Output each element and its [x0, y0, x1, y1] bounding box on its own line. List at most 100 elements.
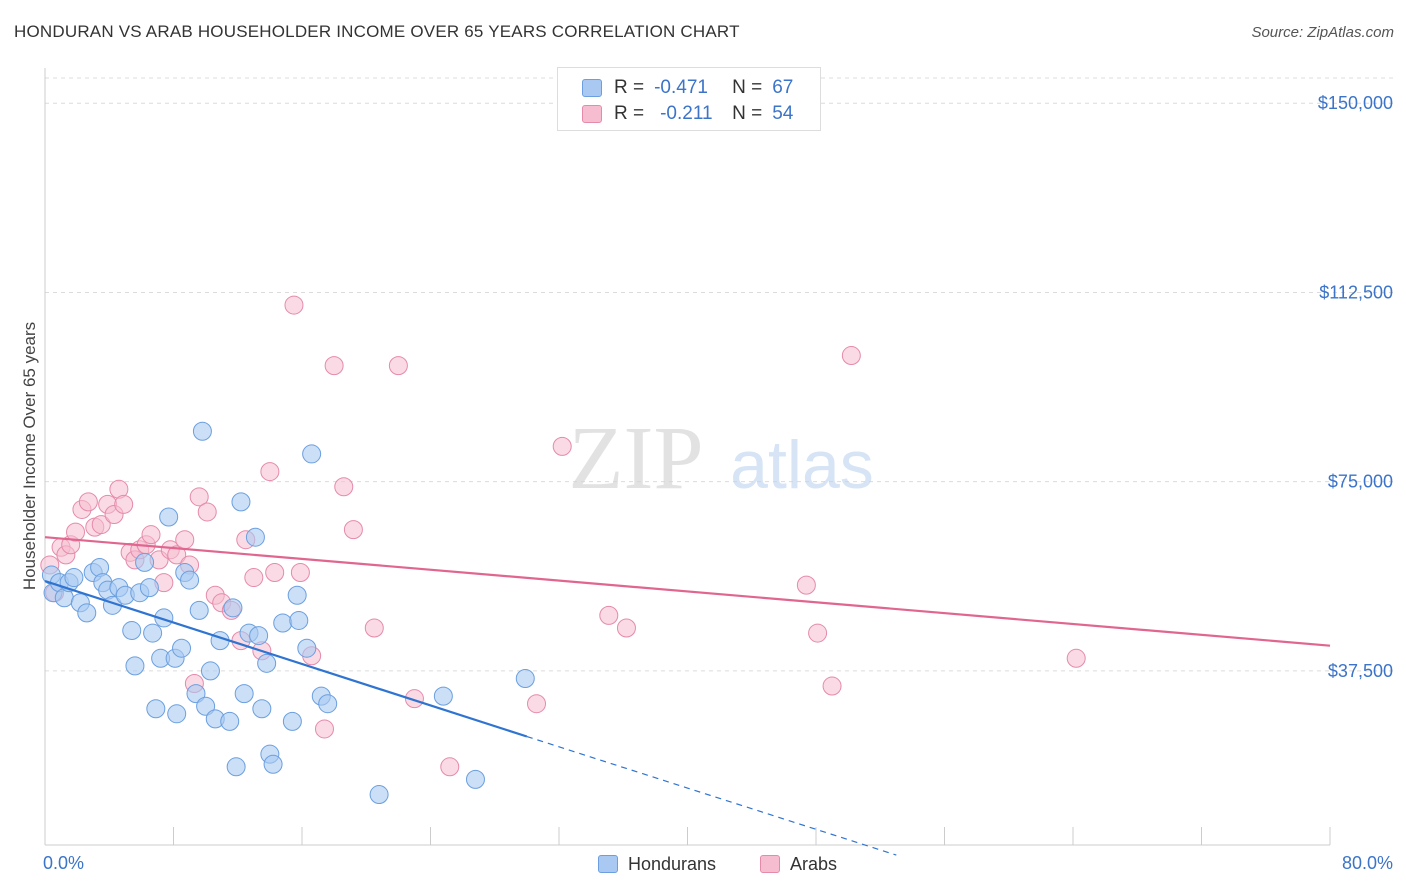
- arabs-point: [244, 568, 264, 588]
- hondurans-swatch: [582, 79, 602, 97]
- hondurans-points: [41, 421, 535, 805]
- axes: [44, 68, 1331, 846]
- arabs-point: [841, 346, 861, 366]
- hondurans-point: [245, 527, 265, 547]
- legend-n-label: N =: [732, 103, 763, 124]
- hondurans-point: [200, 661, 220, 681]
- hondurans-point: [226, 757, 246, 777]
- watermark-zip: ZIP: [569, 409, 704, 508]
- hondurans-point: [234, 684, 254, 704]
- bottom-legend-arabs: Arabs: [760, 852, 837, 876]
- arabs-point: [197, 502, 217, 522]
- chart-title: HONDURAN VS ARAB HOUSEHOLDER INCOME OVER…: [14, 22, 740, 41]
- arabs-point: [822, 676, 842, 696]
- hondurans-point: [139, 578, 159, 598]
- arabs-point: [324, 356, 344, 376]
- arabs-point: [334, 477, 354, 497]
- arabs-point: [1066, 648, 1086, 668]
- hondurans-point: [318, 694, 338, 714]
- arabs-point: [616, 618, 636, 638]
- arabs-point: [388, 356, 408, 376]
- trend-lines: [44, 536, 1331, 856]
- arabs-point: [599, 605, 619, 625]
- x-tick-label-max: 80.0%: [1342, 853, 1393, 873]
- hondurans-point: [196, 696, 216, 716]
- hondurans-swatch: [598, 855, 618, 873]
- hondurans-point: [180, 570, 200, 590]
- arabs-point: [404, 689, 424, 709]
- y-tick-label: $150,000: [1318, 93, 1393, 113]
- arabs-swatch: [760, 855, 780, 873]
- legend-r-value: -0.211: [660, 103, 713, 124]
- watermark-atlas: atlas: [730, 427, 874, 503]
- hondurans-point: [302, 444, 322, 464]
- hondurans-point: [282, 711, 302, 731]
- hondurans-point: [223, 598, 243, 618]
- hondurans-point: [465, 769, 485, 789]
- legend-r-label: R =: [614, 77, 645, 98]
- arabs-point: [175, 530, 195, 550]
- hondurans-point: [257, 653, 277, 673]
- correlation-legend: R = -0.471 N = 67 R = -0.211 N = 54: [557, 67, 821, 131]
- y-tick-label: $37,500: [1328, 661, 1393, 681]
- hondurans-trend-line: [44, 580, 528, 738]
- arabs-point: [552, 436, 572, 456]
- hondurans-point: [146, 699, 166, 719]
- hondurans-point: [515, 668, 535, 688]
- y-tick-label: $112,500: [1319, 282, 1393, 302]
- hondurans-point: [159, 507, 179, 527]
- y-tick-labels: $37,500 $75,000 $112,500 $150,000: [1318, 93, 1393, 681]
- hondurans-point: [172, 638, 192, 658]
- hondurans-point: [252, 699, 272, 719]
- arabs-swatch: [582, 105, 602, 123]
- hondurans-point: [122, 621, 142, 641]
- arabs-point: [527, 694, 547, 714]
- arabs-point: [260, 462, 280, 482]
- hondurans-point: [297, 638, 317, 658]
- hondurans-point: [231, 492, 251, 512]
- hondurans-trend-extension: [526, 735, 897, 856]
- legend-n-label: N =: [732, 77, 763, 98]
- hondurans-point: [189, 600, 209, 620]
- legend-r-value: -0.471: [654, 77, 708, 98]
- arabs-point: [167, 545, 187, 565]
- legend-row-arabs: R = -0.211 N = 54: [582, 102, 793, 126]
- x-tick-labels: 0.0% 80.0%: [43, 853, 1393, 873]
- arabs-point: [343, 520, 363, 540]
- arabs-point: [66, 522, 86, 542]
- arabs-point: [265, 563, 285, 583]
- hondurans-point: [167, 704, 187, 724]
- hondurans-point: [287, 585, 307, 605]
- hondurans-point: [433, 686, 453, 706]
- hondurans-point: [289, 610, 309, 630]
- arabs-point: [189, 487, 209, 507]
- arabs-point: [141, 525, 161, 545]
- hondurans-point: [77, 603, 97, 623]
- arabs-trend-line: [44, 536, 1331, 647]
- bottom-legend-hondurans: Hondurans: [598, 852, 716, 876]
- hondurans-point: [263, 754, 283, 774]
- arabs-point: [796, 575, 816, 595]
- arabs-point: [290, 563, 310, 583]
- hondurans-point: [273, 613, 293, 633]
- hondurans-point: [143, 623, 163, 643]
- hondurans-point: [186, 684, 206, 704]
- hondurans-point: [249, 626, 269, 646]
- legend-n-value: 67: [772, 77, 794, 98]
- hondurans-point: [125, 656, 145, 676]
- arabs-point: [78, 492, 98, 512]
- arabs-point: [440, 757, 460, 777]
- hondurans-point: [64, 568, 84, 588]
- hondurans-point: [192, 421, 212, 441]
- legend-r-label: R =: [614, 103, 645, 124]
- x-tick-label-min: 0.0%: [43, 853, 84, 873]
- arabs-point: [314, 719, 334, 739]
- arabs-point: [284, 295, 304, 315]
- legend-n-value: 54: [772, 103, 794, 124]
- hondurans-label: Hondurans: [628, 853, 717, 874]
- arabs-label: Arabs: [790, 853, 838, 874]
- hondurans-point: [220, 711, 240, 731]
- arabs-point: [364, 618, 384, 638]
- legend-row-hondurans: R = -0.471 N = 67: [582, 76, 793, 100]
